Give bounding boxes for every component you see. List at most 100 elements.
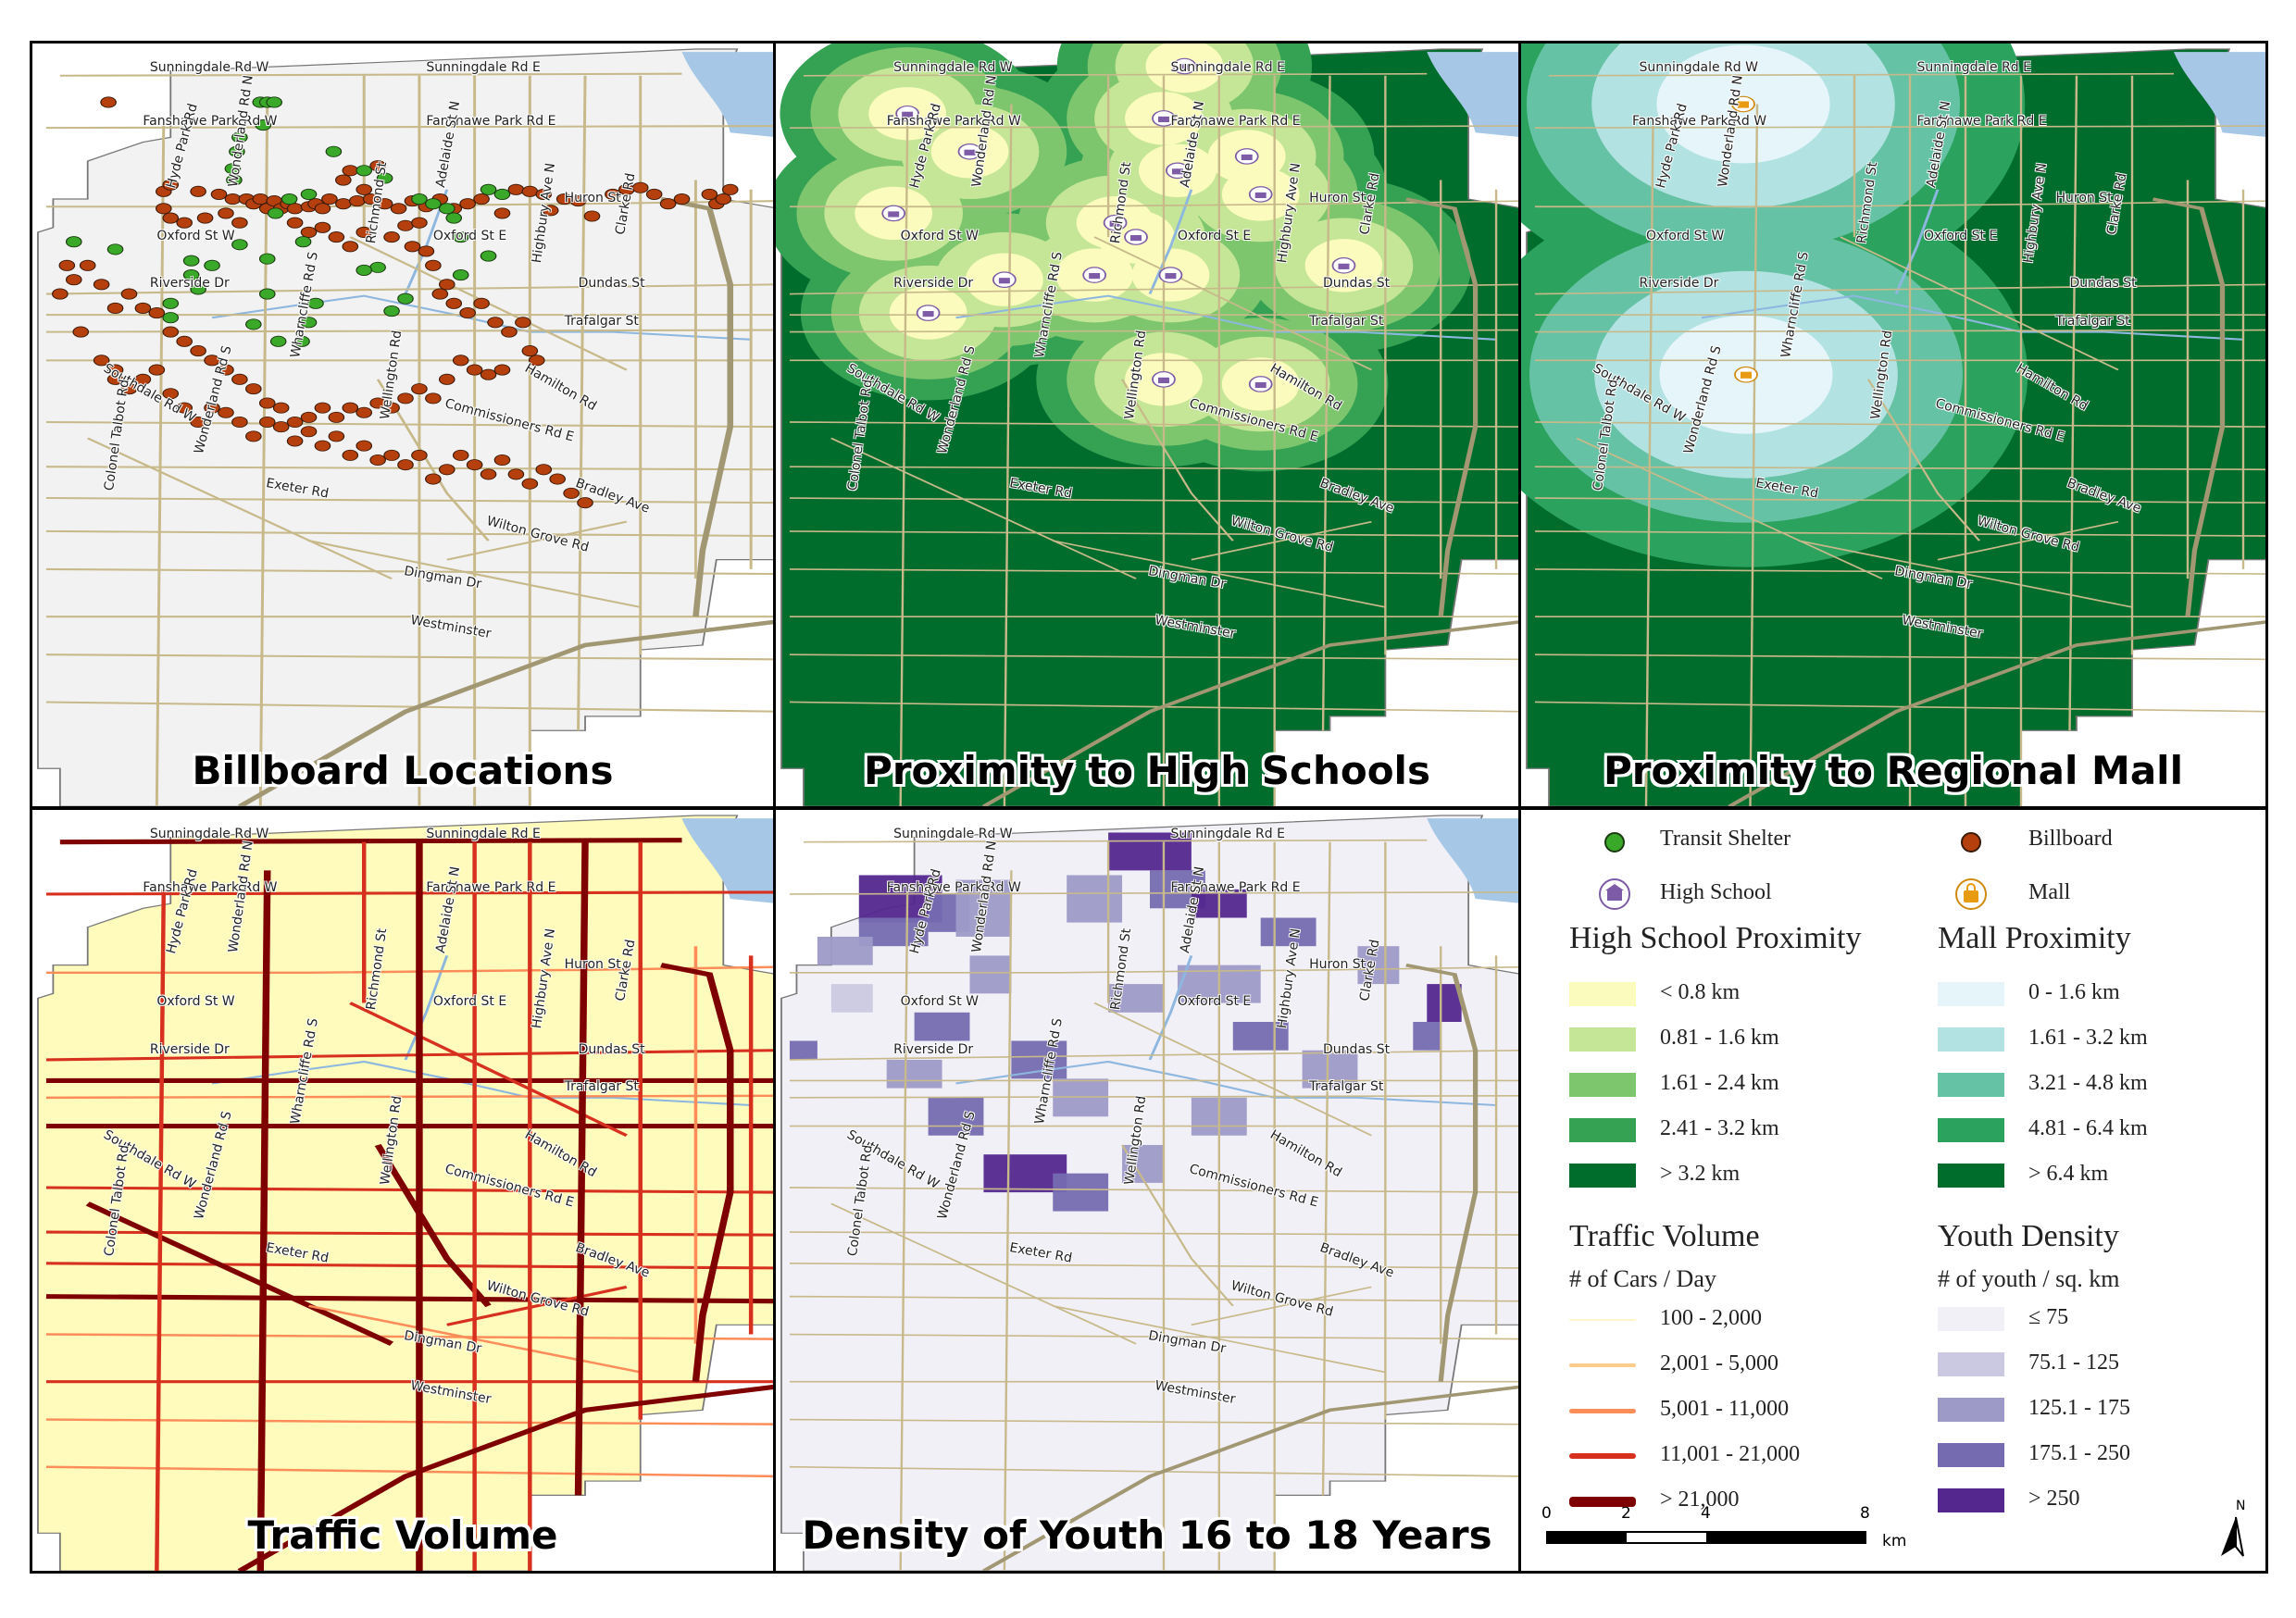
billboard-marker [659,198,677,210]
traffic-volume-label: 2,001 - 5,000 [1660,1351,1778,1375]
street-label: Trafalgar St [1309,314,1384,330]
street-label: Sunningdale Rd E [426,60,541,76]
billboard-marker [418,245,435,257]
transit-shelter-marker [300,188,318,200]
traffic-road [45,1094,773,1100]
street-label: Oxford St E [432,228,507,243]
high-school-proximity-label: 2.41 - 3.2 km [1660,1116,1779,1140]
billboard-marker [286,435,304,447]
billboard-marker [210,188,228,200]
billboard-marker [58,259,76,271]
youth-density-swatch [1938,1398,2004,1422]
billboard-marker [162,212,180,224]
transit-shelter-marker [397,292,414,305]
transit-shelter-marker [267,207,284,219]
billboard-marker [79,259,96,271]
traffic-volume-label: 5,001 - 11,000 [1660,1397,1790,1421]
street-label: Fanshawe Park Rd E [1916,113,2047,129]
school-icon-body [922,311,934,317]
billboard-marker [487,317,504,329]
billboard-marker [356,226,373,238]
street-label: Sunningdale Rd W [893,827,1013,842]
billboard-marker [286,416,304,429]
high-school-proximity-label: < 0.8 km [1660,980,1741,1004]
scale-bar [1546,1531,1866,1544]
street-label: Oxford St E [1177,994,1252,1010]
road-line [1191,1286,1372,1326]
school-icon-body [1179,64,1191,70]
high-school-proximity-label: 0.81 - 1.6 km [1660,1026,1779,1050]
street-label: Riverside Dr [1639,276,1719,292]
youth-density-area [1011,1040,1067,1079]
mall-proximity-swatch [1938,1164,2004,1188]
billboard-marker [438,464,455,476]
road-line [1840,236,2119,371]
billboard-marker [162,179,180,191]
street-label: Huron St [564,190,621,205]
transit-shelter-marker [266,96,283,108]
street-label: Dundas St [1323,1041,1391,1057]
highway-line [660,196,734,617]
billboard-marker [438,279,455,291]
road-line [1937,520,2119,561]
billboard-marker [369,454,386,467]
traffic-road [155,889,167,1571]
billboard-marker [286,217,304,229]
billboard-marker [342,449,359,461]
high-school-proximity-swatch [1569,982,1636,1006]
billboard-marker [93,355,110,367]
traffic-road [59,838,682,845]
billboard-marker [356,183,373,195]
street-label: Huron St [2055,190,2113,205]
high-school-proximity-swatch [1569,1027,1636,1052]
youth-density-area [928,1097,984,1136]
scale-tick-8: 8 [1860,1504,1870,1523]
billboard-marker [356,440,373,452]
mall-proximity-label: > 6.4 km [2028,1162,2109,1186]
traffic-volume-map [32,810,773,1571]
lake-shape [2174,52,2265,137]
street-label: Oxford St E [432,994,507,1010]
billboard-marker [231,217,248,229]
billboard-marker [245,383,262,395]
billboard-marker [342,165,359,177]
transit-shelter-marker [480,250,497,262]
youth-density-area [983,1154,1067,1193]
billboard-marker [577,497,593,509]
billboard-marker [515,317,531,329]
billboard-marker [190,416,206,429]
billboard-marker [563,487,580,499]
road-line [789,329,1518,333]
transit-shelter-marker [356,264,373,276]
shopping-bag-icon-body [1741,371,1752,379]
school-icon-body [1157,116,1169,122]
billboard-marker [218,406,234,418]
traffic-road [45,1333,773,1340]
school-icon-body [1109,220,1121,227]
billboard-marker [218,207,234,219]
street-label: Fanshawe Park Rd E [1170,879,1301,895]
road-line [789,653,1518,661]
road-line [1003,870,1013,1571]
mall-proximity-swatch [1938,1118,2004,1142]
transit-shelter-marker [452,269,469,281]
traffic-road [85,1201,394,1346]
road-line [2068,75,2078,731]
traffic-highway [237,1384,773,1571]
road-line [45,653,773,661]
billboard-marker [120,288,138,300]
legend-mall-proximity-title: Mall Proximity [1938,921,2131,955]
panel-title: Billboard Locations [192,748,614,793]
transit-shelter-marker [383,305,400,317]
billboard-marker [231,416,248,429]
billboard-marker [673,193,691,205]
panel-traffic-volume: Traffic Volume Sunningdale Rd W Sunningda… [30,807,776,1574]
road-line [803,839,1428,843]
billboard-marker [425,473,442,485]
street-label: Trafalgar St [564,314,639,330]
school-icon-body [1157,377,1169,383]
street-label: Fanshawe Park Rd W [886,113,1021,129]
mall-proximity-swatch [1938,1073,2004,1097]
youth-density-area [858,875,942,923]
street-label: Oxford St W [900,994,979,1010]
